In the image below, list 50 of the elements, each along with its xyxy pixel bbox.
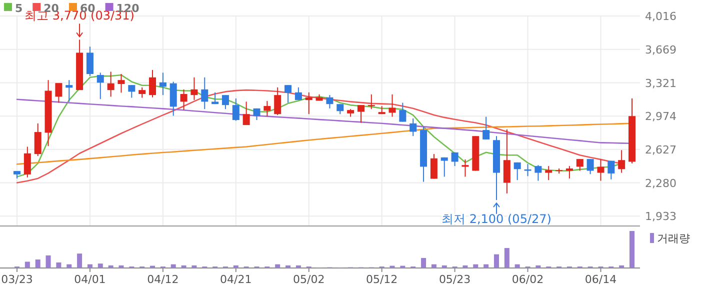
- bar: [56, 262, 62, 268]
- bar: [442, 265, 447, 268]
- legend-item: 거래량: [650, 232, 690, 245]
- bar: [108, 265, 114, 268]
- bar: [170, 264, 176, 268]
- bar: [192, 265, 197, 268]
- bar: [35, 259, 40, 268]
- bar: [46, 255, 51, 268]
- bar: [484, 264, 489, 268]
- y-tick-label: 3,669: [645, 43, 676, 56]
- bar: [473, 264, 478, 268]
- y-tick-label: 4,016: [645, 10, 676, 23]
- bar: [536, 265, 541, 268]
- y-tick-label: 2,280: [645, 176, 676, 190]
- x-tick-label: 05/02: [293, 273, 325, 286]
- bar: [431, 264, 436, 268]
- bar: [514, 264, 520, 268]
- y-tick-label: 3,321: [645, 76, 676, 90]
- bar: [296, 265, 301, 268]
- x-tick-label: 04/01: [74, 273, 106, 286]
- bar: [504, 248, 510, 268]
- bar: [630, 231, 634, 268]
- bar: [286, 265, 291, 268]
- x-tick-label: 05/23: [438, 273, 471, 286]
- bar: [233, 265, 238, 268]
- bar: [77, 254, 82, 268]
- bar: [66, 264, 72, 268]
- legend-item: 5: [4, 2, 23, 15]
- bar: [619, 265, 624, 268]
- bar: [462, 265, 468, 268]
- x-tick-label: 04/12: [147, 273, 179, 286]
- bar: [494, 254, 499, 268]
- bar: [87, 264, 92, 268]
- bar: [118, 265, 124, 268]
- y-tick-label: 1,933: [645, 210, 676, 224]
- x-tick-label: 03/23: [1, 273, 33, 286]
- bar: [181, 265, 186, 268]
- x-tick-label: 05/12: [366, 273, 398, 286]
- x-tick-label: 06/14: [584, 273, 617, 286]
- bar: [421, 258, 426, 268]
- bar: [275, 264, 280, 268]
- annotation: 최저 2,100 (05/27): [442, 212, 552, 226]
- legend-label: 5: [15, 2, 23, 15]
- bar: [24, 262, 30, 268]
- x-tick-label: 06/02: [512, 273, 544, 286]
- legend-label: 거래량: [657, 232, 690, 245]
- y-tick-label: 2,627: [645, 143, 676, 156]
- bar: [98, 264, 103, 268]
- x-tick-label: 04/21: [220, 273, 252, 286]
- y-tick-label: 2,974: [645, 110, 676, 124]
